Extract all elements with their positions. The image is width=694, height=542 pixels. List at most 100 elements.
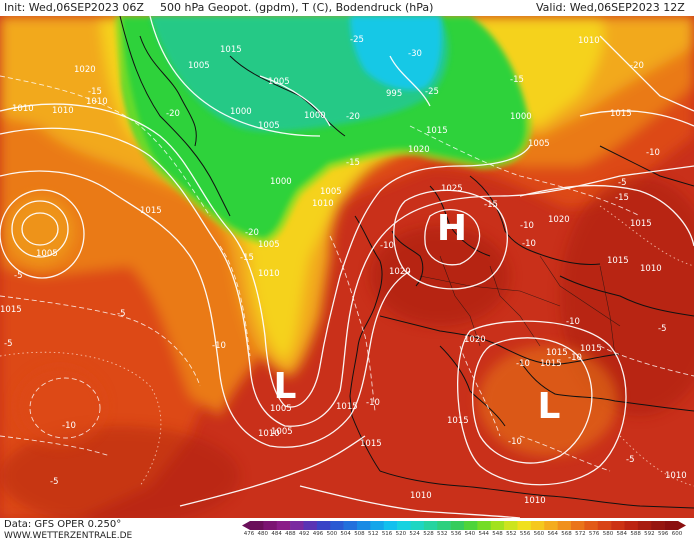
isobar-label: 1025: [441, 184, 463, 194]
color-scale-cell: [651, 521, 665, 530]
temperature-label: -15: [510, 75, 524, 85]
isobar-label: 1020: [389, 267, 411, 277]
temperature-label: -20: [166, 109, 180, 119]
color-scale-tick-label: 492: [298, 531, 310, 537]
color-scale-tick-label: 572: [575, 531, 586, 537]
color-scale-cell: [330, 521, 344, 530]
color-scale-cell: [477, 521, 492, 530]
isobar-label: 1015: [580, 344, 602, 354]
temperature-label: -20: [245, 228, 259, 238]
isobar-label: 1010: [524, 496, 546, 506]
temperature-label: -10: [520, 221, 534, 231]
color-scale-tick-label: 576: [588, 531, 600, 537]
temperature-labels: -15 -25 -20 -15 -20 -15 -25 -30 -20 -15 …: [4, 35, 666, 487]
color-scale-cell: [437, 521, 451, 530]
color-scale-tick-label: 552: [506, 531, 517, 537]
color-scale-tick-label: 564: [547, 531, 558, 537]
isobar-labels: 1005 1010 1020 1010 1010 1005 1015 1005 …: [0, 36, 687, 506]
temperature-label: -5: [626, 455, 634, 465]
isobar-label: 1000: [510, 112, 532, 122]
color-scale-tick-label: 536: [450, 531, 462, 537]
isobar-label: 1015: [140, 206, 162, 216]
temperature-label: -5: [117, 309, 125, 319]
color-scale-tick-label: 568: [561, 531, 572, 537]
isobar-label: 1015: [336, 402, 358, 412]
low-pressure-marker-atlantic: L: [274, 366, 297, 407]
temperature-label: -25: [350, 35, 364, 45]
isotherms: [0, 75, 694, 472]
isobar-label: 1015: [546, 348, 568, 358]
temperature-label: -10: [522, 239, 536, 249]
isobar-label: 1005: [268, 77, 290, 87]
temperature-label: -15: [240, 253, 254, 263]
color-scale-tick-label: 556: [519, 531, 531, 537]
color-scale-tick-label: 528: [423, 531, 434, 537]
color-scale-cell: [664, 521, 679, 530]
temperature-label: -15: [346, 158, 360, 168]
map-title: 500 hPa Geopot. (gpdm), T (C), Bodendruc…: [160, 1, 434, 14]
color-scale-cell: [290, 521, 304, 530]
color-scale-cell: [343, 521, 358, 530]
isobar-label: 1000: [304, 111, 326, 121]
data-source-label: Data: GFS OPER 0.250°: [4, 519, 122, 530]
color-scale-cell: [637, 521, 652, 530]
init-time-label: Init: Wed,06SEP2023 06Z: [4, 1, 144, 14]
color-scale-tick-label: 516: [381, 531, 393, 537]
low-pressure-marker-mediterranean: L: [538, 386, 561, 427]
temperature-label: -5: [14, 271, 22, 281]
temperature-label: -10: [568, 353, 582, 363]
website-label: WWW.WETTERZENTRALE.DE: [4, 531, 133, 541]
temperature-label: -10: [566, 317, 580, 327]
color-scale-cell: [370, 521, 385, 530]
temperature-label: -25: [425, 87, 439, 97]
temperature-label: -5: [4, 339, 12, 349]
color-scale-cell: [263, 521, 278, 530]
color-scale-tick-label: 484: [271, 531, 282, 537]
temperature-label: -10: [516, 359, 530, 369]
isobar-label: 1020: [408, 145, 430, 155]
isobar-label: 1015: [540, 359, 562, 369]
pressure-centers: H L L: [274, 208, 561, 427]
color-scale-bar: [242, 521, 686, 530]
isobar-label: 1010: [578, 36, 600, 46]
color-scale-tick-label: 476: [243, 531, 255, 537]
color-scale-tick-label: 512: [368, 531, 379, 537]
forecast-map: 1005 1010 1020 1010 1010 1005 1015 1005 …: [0, 16, 694, 518]
isobar-label: 1010: [258, 269, 280, 279]
color-scale-tick-label: 480: [257, 531, 269, 537]
color-scale-cell: [611, 521, 625, 530]
isobar-label: 1010: [52, 106, 74, 116]
isobar-label: 1020: [74, 65, 96, 75]
color-scale-ticks: 476 480 484 488 492 496 500 504 508 512 516 520 524 5…: [244, 531, 689, 541]
color-scale-cell: [624, 521, 639, 530]
temperature-label: -20: [346, 112, 360, 122]
isobar-label: 1015: [220, 45, 242, 55]
color-scale-tick-label: 524: [409, 531, 420, 537]
isobar-label: 1020: [548, 215, 570, 225]
temperature-label: -10: [508, 437, 522, 447]
isobar-label: 1005: [528, 139, 550, 149]
temperature-label: -15: [88, 87, 102, 97]
color-scale-cell: [276, 521, 291, 530]
color-scale-cell: [490, 521, 505, 530]
isobar-label: 1005: [271, 427, 293, 437]
color-scale-tick-label: 488: [285, 531, 296, 537]
temperature-label: -30: [408, 49, 422, 59]
temperature-label: -5: [50, 477, 58, 487]
color-scale-cell: [517, 521, 532, 530]
isobar-label: 1005: [270, 404, 292, 414]
isobar-label: 1010: [410, 491, 432, 501]
color-scale-tick-label: 540: [464, 531, 476, 537]
color-scale-tick-label: 600: [671, 531, 683, 537]
temperature-label: -15: [615, 193, 629, 203]
color-scale-cell: [357, 521, 371, 530]
color-scale-cell: [250, 521, 264, 530]
color-scale-cell: [410, 521, 425, 530]
color-scale-tick-label: 592: [644, 531, 655, 537]
temperature-label: -10: [62, 421, 76, 431]
isobar-label: 1015: [607, 256, 629, 266]
isobar-label: 1000: [230, 107, 252, 117]
color-scale-tick-label: 560: [533, 531, 545, 537]
isobar-label: 1010: [86, 97, 108, 107]
